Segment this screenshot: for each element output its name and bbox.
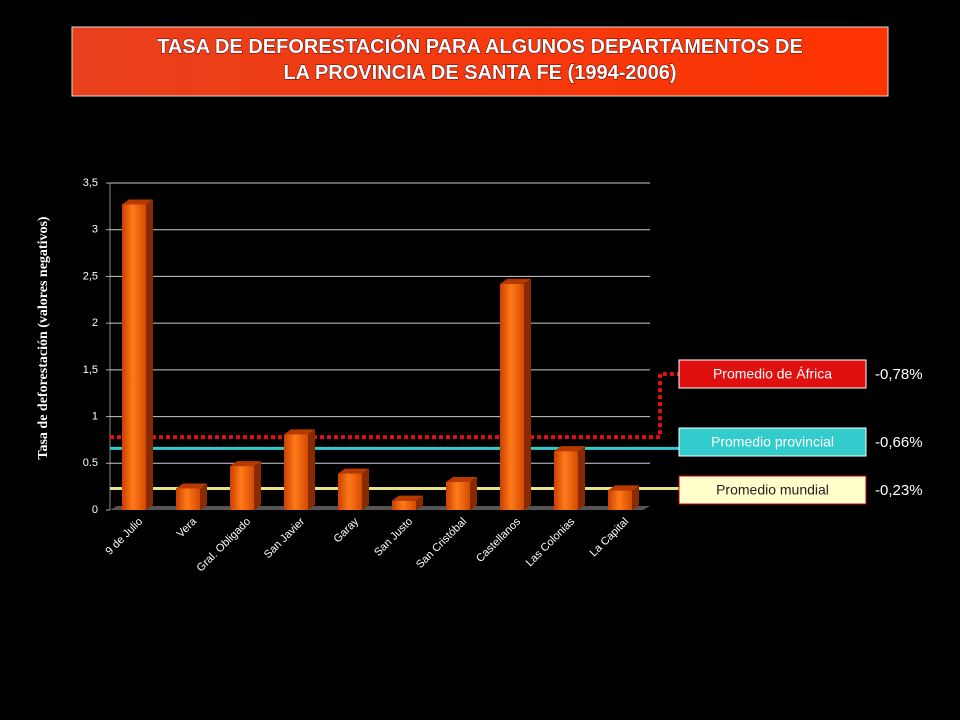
reference-value-label: -0,78% [875, 366, 923, 383]
bar-top [338, 468, 369, 474]
reference-value-label: -0,23% [875, 482, 923, 499]
bar [446, 481, 470, 510]
bar [554, 451, 578, 510]
x-tick-label: 9 de Julio [103, 516, 145, 558]
legend-label: Promedio mundial [716, 482, 829, 498]
legend-box [678, 475, 867, 505]
reference-value-label: -0,66% [875, 434, 923, 451]
reference-line [110, 372, 679, 440]
bar-group [338, 468, 369, 510]
legend-box [678, 427, 867, 457]
x-tick-label: Castellanos [474, 515, 523, 564]
title-box [71, 26, 889, 97]
y-tick-label: 3 [92, 224, 98, 236]
x-tick-label: Garay [331, 515, 361, 545]
legend-label: Promedio de África [713, 366, 832, 382]
bar-side [578, 446, 585, 510]
x-tick-label: Gral. Obligado [195, 516, 254, 575]
bar-top [554, 446, 585, 452]
bar-group [122, 199, 153, 510]
legend-label: Promedio provincial [711, 434, 834, 450]
bar-side [470, 476, 477, 510]
bar [338, 473, 362, 510]
bar [176, 488, 200, 510]
x-tick-label: La Capital [588, 516, 632, 560]
bar [500, 283, 524, 510]
bar-top [230, 461, 261, 467]
bar [392, 500, 416, 510]
y-tick-label: 0 [92, 504, 98, 516]
x-tick-label: San Justo [372, 516, 415, 559]
y-tick-label: 0.5 [83, 457, 98, 469]
bar [284, 434, 308, 510]
bar-side [524, 278, 531, 510]
bar-group [608, 485, 639, 510]
bar [230, 466, 254, 510]
bar-side [200, 483, 207, 510]
bar-group [392, 495, 423, 510]
bar [122, 204, 146, 510]
bar-side [254, 461, 261, 510]
x-tick-label: Las Colonias [524, 515, 578, 569]
y-tick-label: 1 [92, 410, 98, 422]
y-axis-title: Tasa de deforestación (valores negativos… [36, 216, 51, 460]
bar-group [230, 461, 261, 510]
y-tick-label: 2,5 [83, 270, 98, 282]
bar-group [554, 446, 585, 510]
bar-group [500, 278, 531, 510]
bar-side [416, 495, 423, 510]
bar-top [122, 199, 153, 205]
x-tick-label: San Javier [262, 515, 307, 560]
y-tick-label: 2 [92, 317, 98, 329]
bar-side [308, 429, 315, 510]
bar-side [632, 485, 639, 510]
bar-side [362, 468, 369, 510]
bar [608, 490, 632, 510]
bar-group [284, 429, 315, 510]
bar-group [446, 476, 477, 510]
bar-side [146, 199, 153, 510]
bar-top [608, 485, 639, 491]
bar-top [500, 278, 531, 284]
x-tick-label: Vera [175, 515, 200, 540]
bar-top [392, 495, 423, 501]
bar-top [446, 476, 477, 482]
legend-box [678, 359, 867, 389]
y-tick-label: 1,5 [83, 364, 98, 376]
bar-top [284, 429, 315, 435]
y-tick-label: 3,5 [83, 177, 98, 189]
bar-group [176, 483, 207, 510]
x-tick-label: San Cristóbal [414, 516, 469, 571]
chart-title: TASA DE DEFORESTACIÓN PARA ALGUNOS DEPAR… [157, 34, 803, 84]
bar-top [176, 483, 207, 489]
